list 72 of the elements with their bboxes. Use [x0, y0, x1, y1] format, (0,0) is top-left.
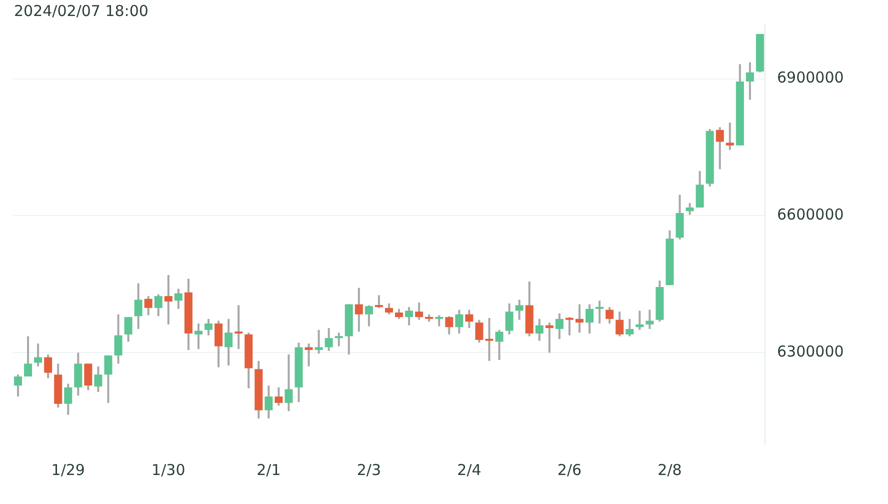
candlestick — [324, 327, 333, 352]
candlestick — [596, 300, 604, 324]
candlestick — [475, 318, 484, 344]
candlestick — [274, 386, 283, 407]
candlestick — [84, 362, 92, 392]
candlestick — [24, 335, 32, 378]
candlestick — [405, 306, 414, 326]
x-tick-label: 2/6 — [557, 460, 582, 479]
candlestick — [535, 318, 544, 342]
y-tick-label: 6300000 — [777, 342, 844, 361]
x-tick-label: 2/3 — [356, 460, 382, 479]
candlestick — [94, 365, 102, 393]
candlestick — [164, 274, 172, 326]
candlestick — [154, 293, 162, 318]
candlestick — [495, 328, 504, 361]
candlestick — [264, 384, 273, 420]
candlestick — [214, 320, 223, 368]
candlestick — [696, 170, 704, 209]
candlestick — [716, 126, 724, 170]
candlestick — [104, 354, 112, 404]
candlestick — [224, 318, 233, 366]
candlestick — [485, 317, 494, 362]
x-tick-label: 2/8 — [658, 460, 682, 479]
candlestick — [74, 352, 82, 397]
candlestick — [395, 308, 404, 320]
text: 2024/02/07 18:00 — [14, 2, 148, 20]
candlestick — [234, 304, 243, 350]
candlestick — [445, 315, 454, 336]
candlestick — [505, 302, 514, 336]
candlestick — [14, 374, 22, 398]
candlestick — [586, 303, 594, 335]
candlestick — [606, 306, 614, 324]
candlestick — [545, 322, 554, 354]
candlestick — [44, 354, 52, 380]
candlestick — [746, 61, 754, 101]
candlestick — [626, 318, 634, 338]
candlestick — [144, 295, 152, 316]
candlestick — [284, 354, 293, 412]
candlestick — [565, 316, 574, 336]
candlestick — [194, 322, 202, 350]
x-tick-label: 2/1 — [256, 460, 281, 479]
candlestick — [465, 308, 474, 330]
candlestick — [646, 308, 654, 330]
candlestick — [435, 314, 444, 328]
candlestick — [455, 308, 464, 335]
candlestick — [134, 282, 142, 330]
candlestick — [124, 316, 132, 343]
candlestick — [636, 310, 644, 331]
candlestick — [354, 286, 363, 333]
candlestick — [726, 122, 734, 151]
candlestick — [575, 303, 584, 334]
candlestick — [686, 202, 694, 216]
y-tick-label: 6900000 — [777, 68, 844, 87]
candlestick — [174, 288, 182, 310]
candlestick — [515, 298, 524, 321]
candlestick — [374, 294, 383, 309]
candlestick — [384, 302, 394, 316]
y-tick-label: 6600000 — [777, 206, 844, 224]
candlestick — [34, 342, 42, 368]
candlestick — [64, 382, 72, 416]
candlestick — [415, 301, 424, 321]
candlestick — [555, 312, 564, 340]
candlestick — [334, 332, 343, 348]
candlestick — [114, 313, 122, 365]
x-tick-label: 1/30 — [152, 460, 186, 479]
candlestick — [304, 342, 313, 368]
x-tick-label: 1/29 — [51, 460, 85, 479]
candlestick — [204, 318, 213, 336]
candlestick — [364, 304, 373, 328]
x-tick-label: 2/4 — [457, 460, 482, 479]
candlestick — [616, 310, 624, 338]
candlestick — [314, 328, 323, 355]
